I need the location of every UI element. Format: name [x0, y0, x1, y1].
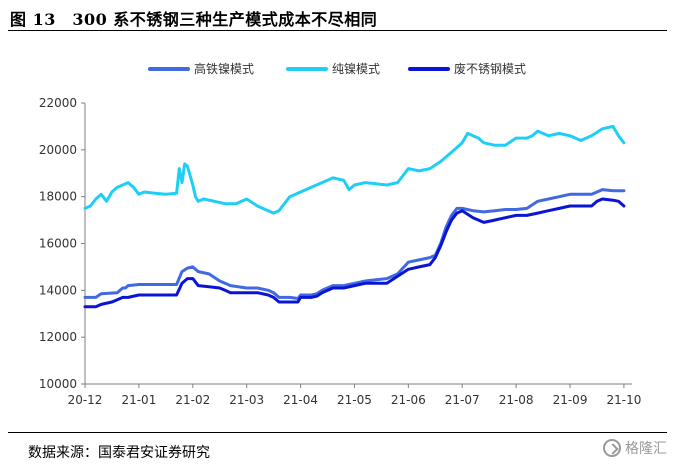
x-tick-label: 21-08 [499, 393, 534, 407]
legend: 高铁镍模式 纯镍模式 废不锈钢模式 [148, 61, 526, 76]
source-rule [8, 432, 667, 433]
x-tick-label: 21-01 [121, 393, 156, 407]
x-tick-label: 21-02 [175, 393, 210, 407]
series-line-3 [83, 197, 626, 309]
y-tick-label: 14000 [39, 283, 77, 297]
legend-label-2: 纯镍模式 [332, 62, 380, 76]
x-tick-label: 20-12 [68, 393, 103, 407]
y-tick-label: 12000 [39, 330, 77, 344]
title-rule [8, 30, 667, 31]
source-note: 数据来源：国泰君安证券研究 [28, 445, 210, 461]
x-tick-label: 21-09 [553, 393, 588, 407]
legend-label-3: 废不锈钢模式 [454, 61, 526, 76]
x-tick-label: 21-07 [445, 393, 480, 407]
x-tick-label: 21-06 [391, 393, 426, 407]
figure-title: 图 13 300 系不锈钢三种生产模式成本不尽相同 [10, 10, 378, 29]
y-tick-label: 22000 [39, 96, 77, 110]
y-tick-label: 16000 [39, 237, 77, 251]
line-chart: 高铁镍模式 纯镍模式 废不锈钢模式 10000 12000 14000 16000 1800… [39, 61, 642, 407]
legend-label-1: 高铁镍模式 [194, 61, 254, 76]
y-tick-label: 10000 [39, 377, 77, 391]
x-tick-label: 21-05 [337, 393, 372, 407]
watermark: 格隆汇 [603, 438, 667, 458]
series-layer [83, 124, 626, 309]
y-tick-label: 18000 [39, 190, 77, 204]
x-tick-label: 21-04 [283, 393, 318, 407]
x-tick-label: 21-03 [229, 393, 264, 407]
watermark-logo-icon [603, 439, 621, 457]
watermark-text: 格隆汇 [625, 441, 667, 457]
chart-axes: 10000 12000 14000 16000 18000 20000 22000 20-12… [39, 96, 642, 407]
x-tick-label: 21-10 [606, 393, 641, 407]
series-line-2 [83, 124, 626, 215]
series-line-1 [83, 188, 626, 300]
y-tick-label: 20000 [39, 143, 77, 157]
